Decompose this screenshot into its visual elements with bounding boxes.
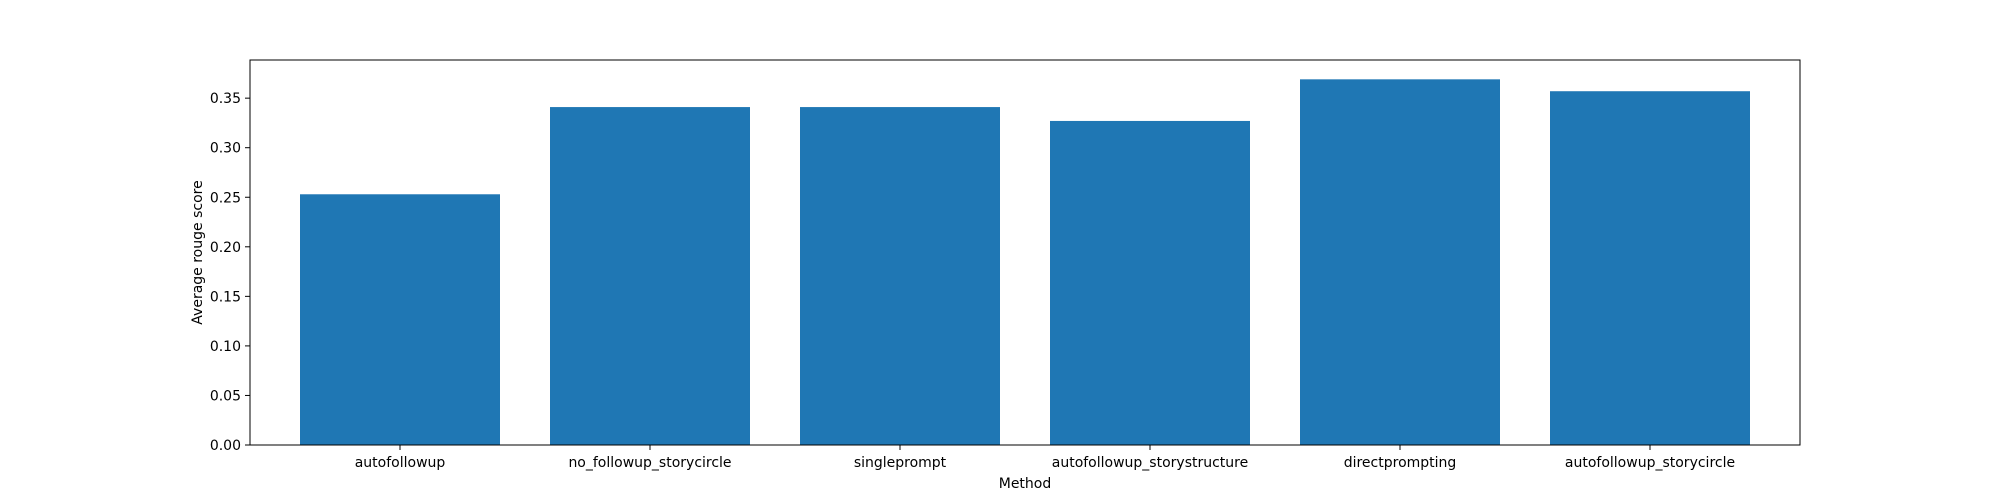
- x-tick-label: autofollowup: [355, 455, 446, 471]
- y-tick-label: 0.15: [210, 289, 241, 305]
- bar-autofollowup_storystructure: [1050, 120, 1250, 445]
- bars-group: [300, 79, 1750, 445]
- x-axis-label: Method: [999, 476, 1052, 492]
- plot-frame: [249, 59, 1801, 446]
- bar-no_followup_storycircle: [550, 107, 750, 445]
- x-axis-ticks: autofollowup no_followup_storycircle singl…: [355, 445, 1735, 471]
- y-tick-label: 0.25: [210, 190, 241, 206]
- y-tick-label: 0.35: [210, 91, 241, 107]
- bar-autofollowup: [300, 194, 500, 445]
- y-axis-label: Average rouge score: [190, 180, 206, 324]
- x-tick-label: directprompting: [1344, 455, 1457, 471]
- x-tick-label: singleprompt: [854, 455, 947, 471]
- y-axis-ticks: 0.00 0.05 0.10 0.15 0.20 0.25 0.30 0.35: [210, 91, 250, 454]
- bar-autofollowup_storycircle: [1550, 91, 1750, 445]
- x-tick-label: autofollowup_storycircle: [1565, 455, 1735, 471]
- y-tick-label: 0.05: [210, 388, 241, 404]
- x-tick-label: autofollowup_storystructure: [1052, 455, 1248, 471]
- x-tick-label: no_followup_storycircle: [568, 455, 731, 471]
- y-tick-label: 0.20: [210, 240, 241, 256]
- y-tick-label: 0.30: [210, 141, 241, 157]
- y-tick-label: 0.00: [210, 438, 241, 454]
- bar-singleprompt: [800, 107, 1000, 445]
- bar-directprompting: [1300, 79, 1500, 445]
- y-tick-label: 0.10: [210, 339, 241, 355]
